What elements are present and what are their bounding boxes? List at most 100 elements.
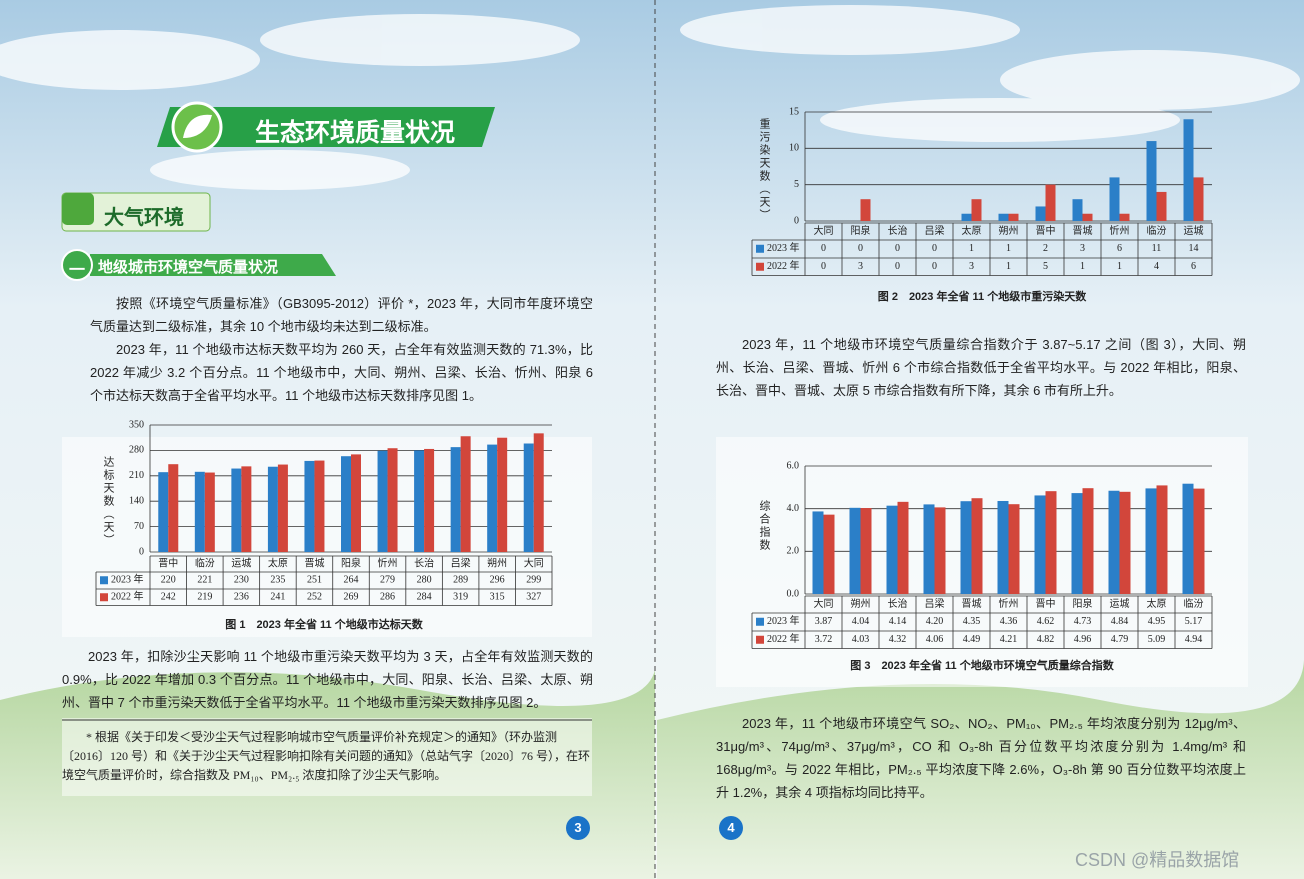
category-label: 吕梁: [451, 557, 471, 570]
paragraph: 2023 年，11 个地级市环境空气质量综合指数介于 3.87~5.17 之间（…: [716, 337, 1246, 398]
bar: [1071, 493, 1083, 594]
value-label: 252: [307, 592, 322, 603]
y-tick-label: 5: [794, 179, 799, 190]
category-label: 晋中: [158, 557, 178, 570]
bar: [450, 447, 461, 552]
value-label: 241: [270, 592, 285, 603]
bar: [204, 472, 215, 552]
figure-panel: [62, 437, 592, 637]
bar: [1146, 141, 1157, 221]
value-label: 4: [1154, 261, 1159, 272]
legend-label: 2022 年: [767, 632, 800, 645]
bar: [460, 436, 471, 552]
bar: [414, 450, 425, 552]
bar: [961, 213, 972, 221]
value-label: 0: [932, 243, 937, 254]
y-tick-label: 70: [134, 521, 144, 532]
bar: [267, 466, 278, 552]
value-label: 4.84: [1111, 616, 1129, 627]
bar: [998, 213, 1009, 221]
value-label: 1: [1006, 261, 1011, 272]
bar: [971, 199, 982, 221]
legend-label: 2023 年: [767, 241, 800, 254]
bar: [997, 500, 1009, 594]
value-label: 299: [526, 575, 541, 586]
category-label: 吕梁: [925, 224, 945, 237]
value-label: 4.62: [1037, 616, 1055, 627]
bar: [823, 514, 835, 594]
value-label: 3: [969, 261, 974, 272]
bar: [812, 511, 824, 594]
y-tick-label: 2.0: [787, 546, 800, 557]
subsection-bar: [90, 254, 336, 276]
value-label: 3: [858, 261, 863, 272]
banner-bar: [157, 107, 495, 147]
value-label: 315: [490, 592, 505, 603]
value-label: 0: [895, 261, 900, 272]
bar: [849, 507, 861, 594]
category-label: 太原: [962, 224, 982, 237]
legend-swatch: [756, 635, 764, 644]
value-label: 11: [1152, 243, 1162, 254]
legend-label: 2023 年: [767, 614, 800, 627]
bar: [1008, 213, 1019, 221]
value-label: 3.72: [815, 634, 833, 645]
bar: [351, 454, 361, 552]
category-label: 太原: [268, 557, 288, 570]
value-label: 4.73: [1074, 616, 1092, 627]
value-label: 296: [490, 575, 505, 586]
value-label: 264: [344, 575, 359, 586]
footnote-panel: [62, 718, 592, 796]
category-label: 运城: [231, 558, 251, 570]
y-tick-label: 140: [129, 495, 144, 506]
category-label: 晋中: [1036, 597, 1056, 610]
figure-caption: 图 3 2023 年全省 11 个地级市环境空气质量综合指数: [850, 658, 1114, 672]
y-tick-label: 0: [794, 215, 799, 226]
value-label: 236: [234, 592, 249, 603]
value-label: 0: [821, 261, 826, 272]
value-label: 1: [1080, 261, 1085, 272]
y-tick-label: 280: [129, 445, 144, 456]
y-tick-label: 0.0: [787, 588, 800, 599]
bar: [1156, 191, 1167, 221]
value-label: 14: [1189, 243, 1199, 254]
category-label: 长治: [414, 557, 434, 570]
category-label: 大同: [524, 557, 544, 570]
value-label: 319: [453, 592, 468, 603]
value-label: 3.87: [815, 616, 833, 627]
value-label: 6: [1117, 243, 1122, 254]
value-label: 0: [858, 243, 863, 254]
bar: [1145, 488, 1157, 594]
bar: [341, 456, 351, 552]
y-axis-label: 综合指数: [758, 500, 770, 552]
value-label: 4.94: [1185, 634, 1203, 645]
value-label: 4.95: [1148, 616, 1166, 627]
bar: [533, 433, 544, 552]
page-number: 4: [727, 820, 735, 835]
watermark: CSDN @精品数据馆: [1075, 850, 1240, 870]
bar: [314, 460, 325, 552]
value-label: 4.06: [926, 634, 944, 645]
subsection-title: 地级城市环境空气质量状况: [98, 259, 279, 276]
paragraph: 2023 年，扣除沙尘天影响 11 个地级市重污染天数平均为 3 天，占全年有效…: [62, 649, 593, 710]
leaf-icon: [183, 114, 212, 138]
value-label: 0: [932, 261, 937, 272]
y-axis-label: 重污染天数（天）: [758, 118, 770, 222]
bar: [1182, 483, 1194, 594]
category-label: 朔州: [487, 557, 507, 570]
figure-caption: 图 2 2023 年全省 11 个地级市重污染天数: [878, 289, 1087, 303]
bar: [523, 443, 534, 552]
category-label: 晋中: [1036, 224, 1056, 237]
section-icon: [62, 193, 94, 225]
value-label: 4.04: [852, 616, 870, 627]
value-label: 1: [1117, 261, 1122, 272]
legend-swatch: [756, 244, 764, 253]
bar: [1109, 177, 1120, 221]
value-label: 1: [1006, 243, 1011, 254]
bar: [860, 508, 872, 594]
bar: [934, 507, 946, 594]
bar: [304, 460, 315, 552]
subsection-number: 一: [69, 262, 86, 279]
bar: [241, 466, 252, 552]
value-label: 219: [197, 592, 212, 603]
